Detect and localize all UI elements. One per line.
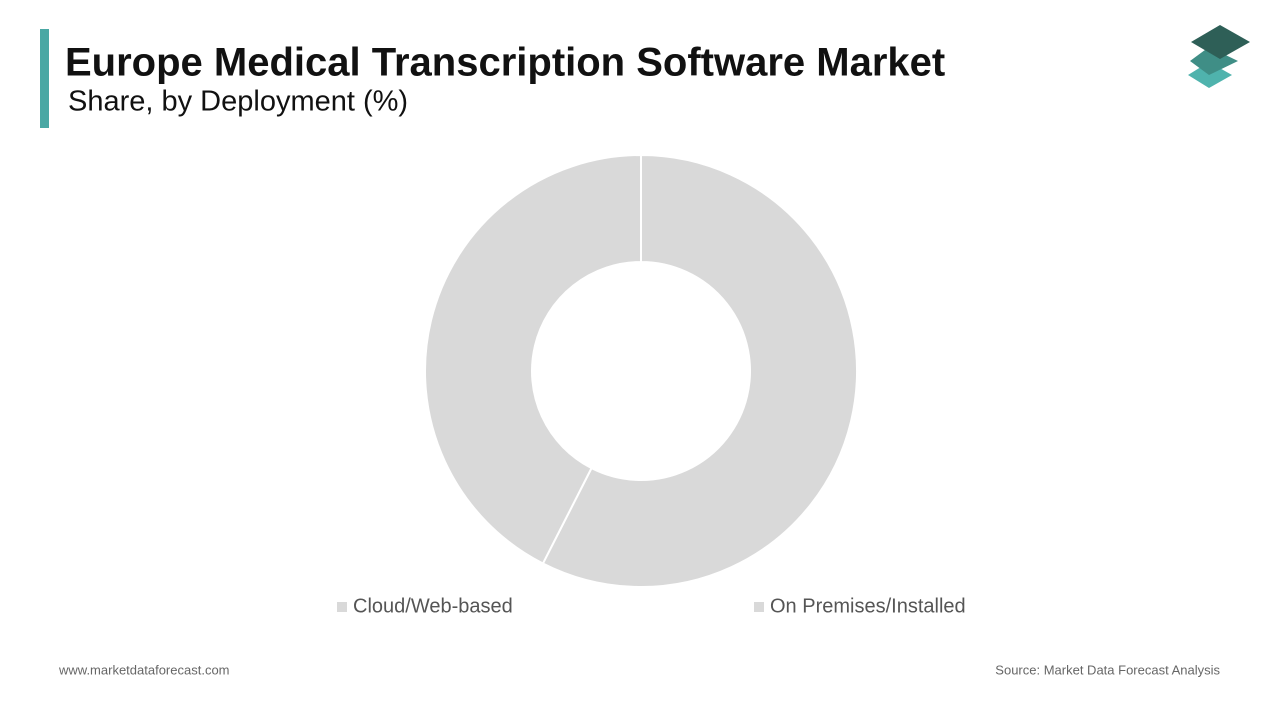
title-accent bbox=[40, 29, 49, 128]
footer-source: Source: Market Data Forecast Analysis bbox=[995, 662, 1220, 677]
legend-label: On Premises/Installed bbox=[770, 595, 966, 617]
legend-label: Cloud/Web-based bbox=[353, 595, 513, 617]
legend-swatch bbox=[754, 602, 764, 612]
footer-website: www.marketdataforecast.com bbox=[58, 662, 230, 677]
slice bbox=[541, 153, 858, 588]
logo bbox=[1188, 25, 1250, 88]
chart-subtitle: Share, by Deployment (%) bbox=[68, 86, 408, 118]
legend-swatch bbox=[337, 602, 347, 612]
slice bbox=[424, 153, 642, 565]
chart-title: Europe Medical Transcription Software Ma… bbox=[65, 41, 945, 85]
